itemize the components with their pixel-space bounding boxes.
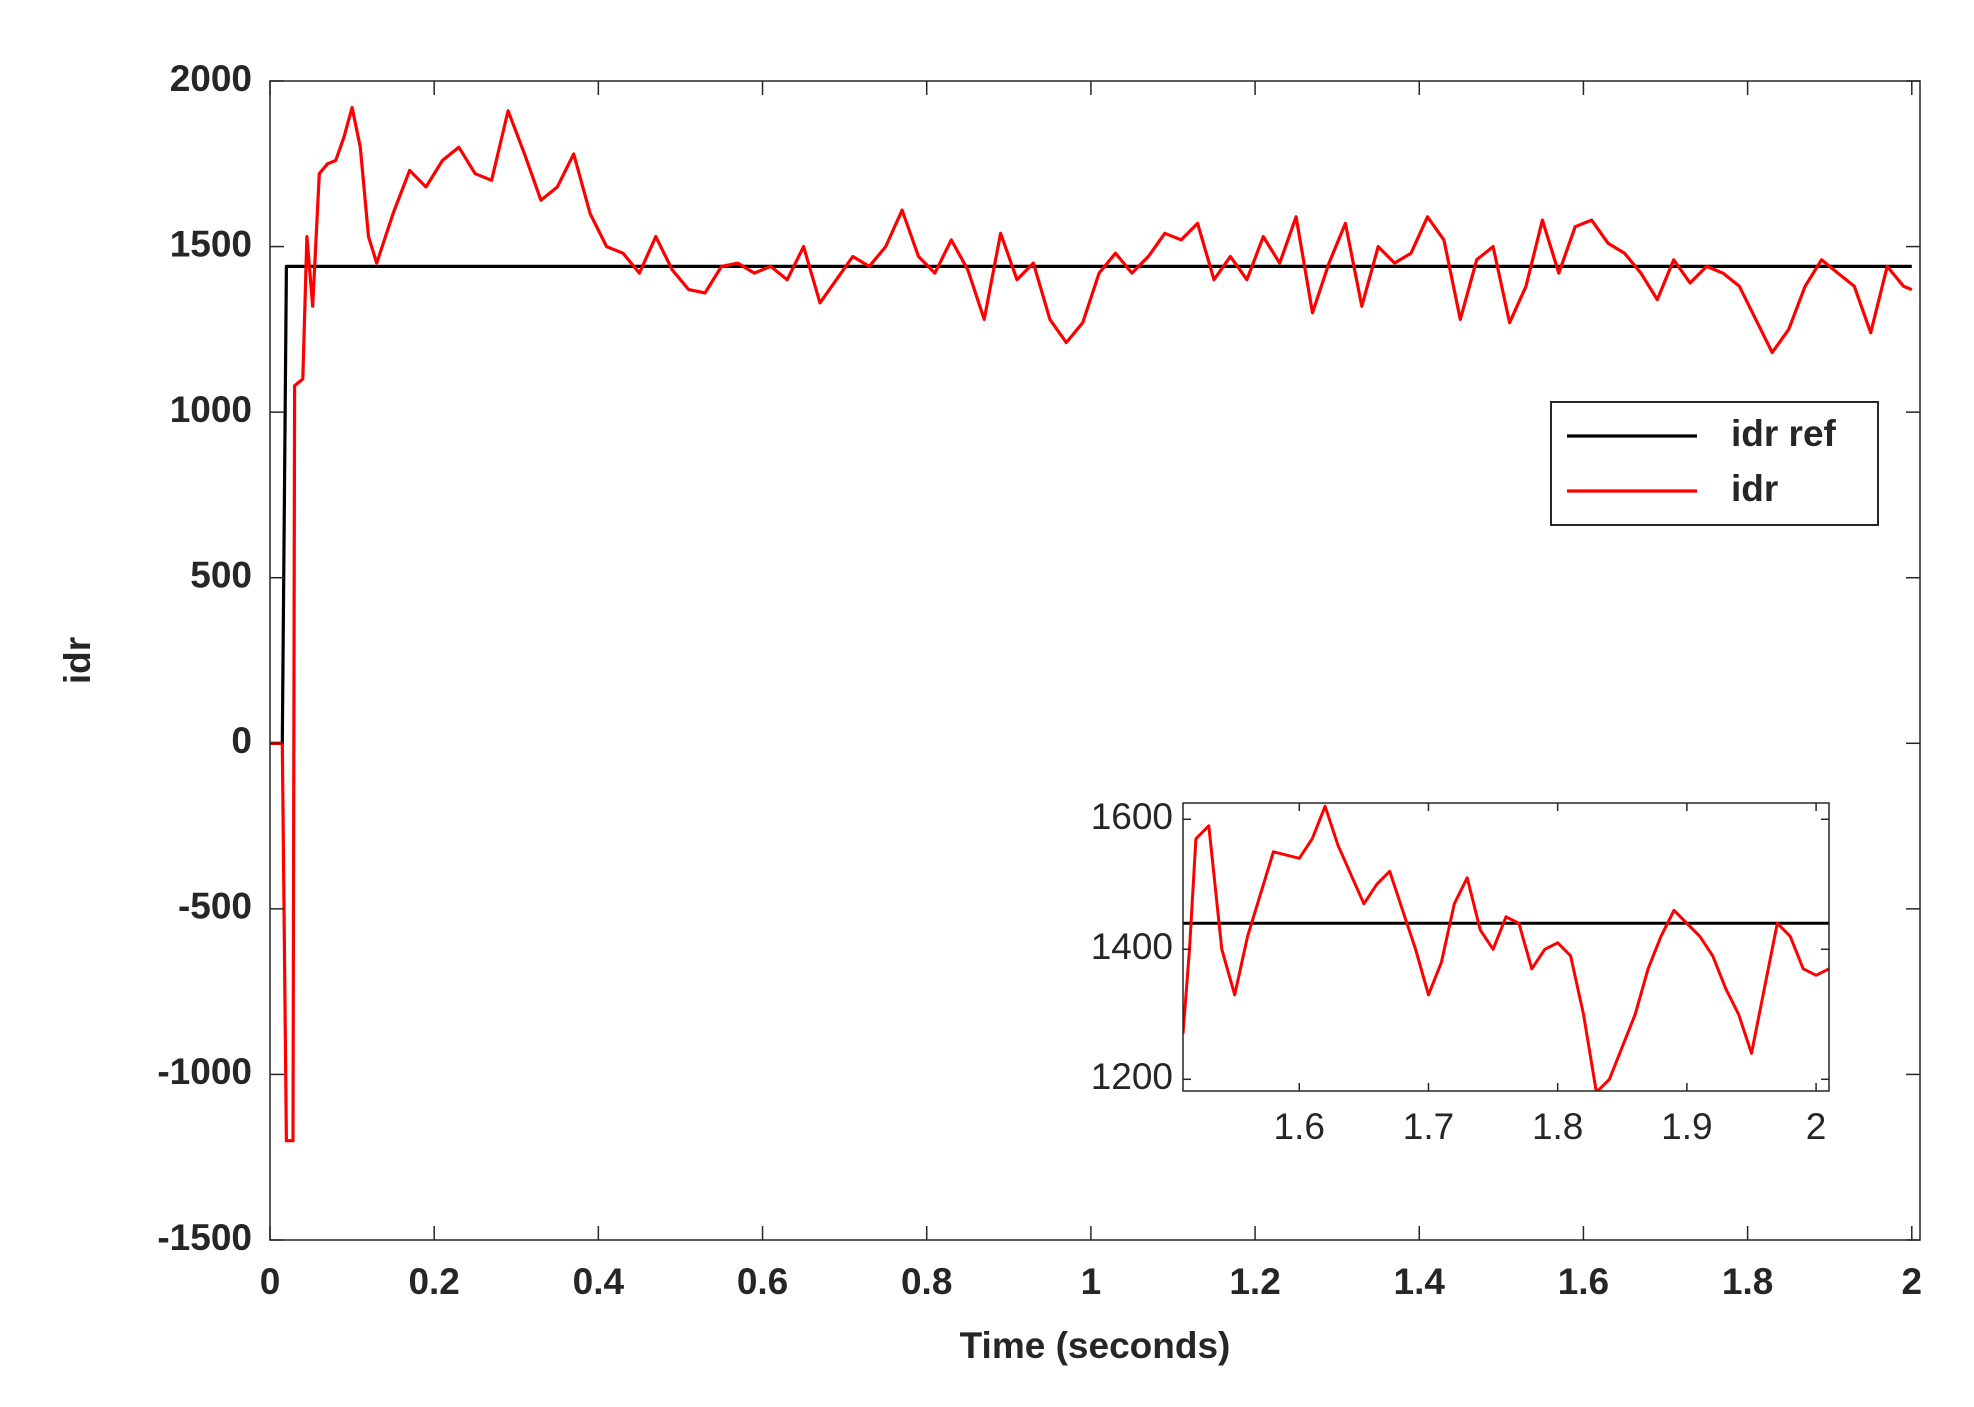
legend-box	[1550, 401, 1879, 526]
legend-label: idr ref	[1731, 413, 1837, 454]
lines	[270, 105, 1913, 1143]
x-tick-label: 1	[1081, 1261, 1102, 1302]
legend-label: idr	[1731, 468, 1778, 509]
axes: 1.6 1.7 1.8 1.9 2 1200 1400 1600	[1091, 796, 1830, 1147]
x-tick-label: 1.2	[1229, 1261, 1280, 1302]
x-tick-label: 1.8	[1532, 1106, 1583, 1147]
legend: idr ref idr	[1550, 401, 1879, 526]
y-tick-label: 1600	[1091, 796, 1173, 837]
plot-area	[1183, 803, 1829, 1091]
data-line	[270, 105, 1913, 1143]
x-tick-label: 1.7	[1403, 1106, 1454, 1147]
axes: 0 0.2 0.4 0.6 0.8 1 1.2 1.4 1.6 1.8 2 -1500 -1000 -50…	[57, 58, 1922, 1366]
x-tick-label: 0.2	[408, 1261, 459, 1302]
x-tick-label: 1.4	[1394, 1261, 1446, 1302]
y-tick-label: -1000	[157, 1051, 252, 1092]
x-tick-label: 2	[1806, 1106, 1827, 1147]
x-axis-label: Time (seconds)	[960, 1325, 1231, 1366]
y-tick-label: 1500	[170, 223, 252, 264]
lines	[1183, 804, 1829, 1091]
x-tick-label: 1.6	[1558, 1261, 1609, 1302]
data-line	[270, 264, 1912, 745]
x-tick-label: 0.6	[737, 1261, 788, 1302]
y-tick-label: 0	[231, 720, 252, 761]
x-tick-label: 0	[260, 1261, 281, 1302]
axes-frame	[1182, 802, 1830, 1092]
y-tick-label: 1000	[170, 389, 252, 430]
x-tick-label: 0.4	[573, 1261, 625, 1302]
x-tick-label: 1.8	[1722, 1261, 1773, 1302]
data-line	[1183, 804, 1829, 1091]
x-tick-label: 2	[1902, 1261, 1923, 1302]
y-tick-label: 2000	[170, 58, 252, 99]
y-tick-label: 1200	[1091, 1056, 1173, 1097]
y-axis-label: idr	[57, 637, 98, 684]
y-tick-label: 500	[190, 554, 252, 595]
y-tick-label: -1500	[157, 1217, 252, 1258]
x-tick-label: 1.9	[1661, 1106, 1712, 1147]
x-tick-label: 1.6	[1274, 1106, 1325, 1147]
x-tick-label: 0.8	[901, 1261, 952, 1302]
axes-frame	[269, 80, 1921, 1241]
y-tick-label: -500	[178, 886, 252, 927]
y-tick-label: 1400	[1091, 926, 1173, 967]
